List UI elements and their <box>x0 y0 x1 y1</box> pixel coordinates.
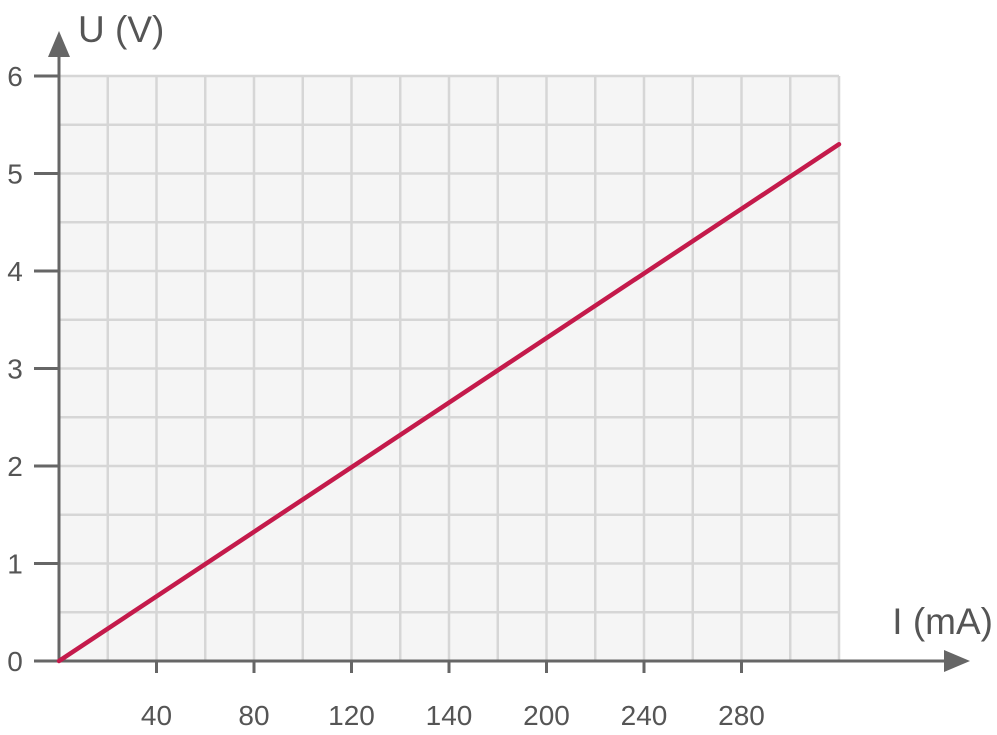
y-axis-arrow-icon <box>48 31 70 57</box>
x-tick-label: 240 <box>621 700 668 731</box>
x-axis-title: I (mA) <box>892 601 993 642</box>
y-tick-label: 2 <box>7 451 23 482</box>
y-tick-label: 6 <box>7 61 23 92</box>
y-tick-label: 1 <box>7 549 23 580</box>
x-tick-label: 40 <box>141 700 172 731</box>
y-tick-label: 4 <box>7 256 23 287</box>
x-axis-arrow-icon <box>944 650 970 672</box>
y-tick-label: 5 <box>7 159 23 190</box>
series <box>56 142 842 664</box>
y-tick-label: 3 <box>7 354 23 385</box>
axes <box>34 31 970 672</box>
x-tick-label: 200 <box>523 700 570 731</box>
y-tick-label: 0 <box>7 646 23 677</box>
x-tick-label: 80 <box>238 700 269 731</box>
x-ticks: 40 80 120 140 200 240 280 <box>141 661 765 731</box>
series-line <box>56 142 842 664</box>
x-tick-label: 140 <box>426 700 473 731</box>
x-tick-label: 280 <box>718 700 765 731</box>
x-tick-label: 120 <box>328 700 375 731</box>
y-axis-title: U (V) <box>78 9 164 50</box>
y-ticks: 0 1 2 3 4 5 6 <box>7 61 59 677</box>
